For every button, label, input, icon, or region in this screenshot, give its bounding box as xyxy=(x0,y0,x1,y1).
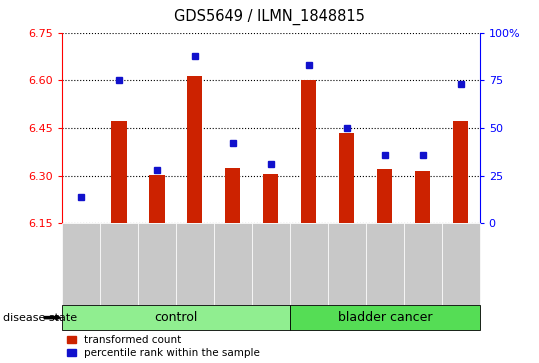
Bar xyxy=(339,133,355,223)
Text: disease state: disease state xyxy=(3,313,77,323)
Legend: transformed count, percentile rank within the sample: transformed count, percentile rank withi… xyxy=(67,335,260,358)
Bar xyxy=(225,168,240,223)
Bar xyxy=(453,121,468,223)
Text: control: control xyxy=(154,311,198,324)
Text: bladder cancer: bladder cancer xyxy=(337,311,432,324)
Text: GDS5649 / ILMN_1848815: GDS5649 / ILMN_1848815 xyxy=(174,9,365,25)
Bar xyxy=(112,121,127,223)
Bar xyxy=(188,76,203,223)
Bar xyxy=(263,174,279,223)
Bar xyxy=(377,169,392,223)
Bar xyxy=(149,175,164,223)
Bar xyxy=(301,80,316,223)
Bar xyxy=(415,171,430,223)
